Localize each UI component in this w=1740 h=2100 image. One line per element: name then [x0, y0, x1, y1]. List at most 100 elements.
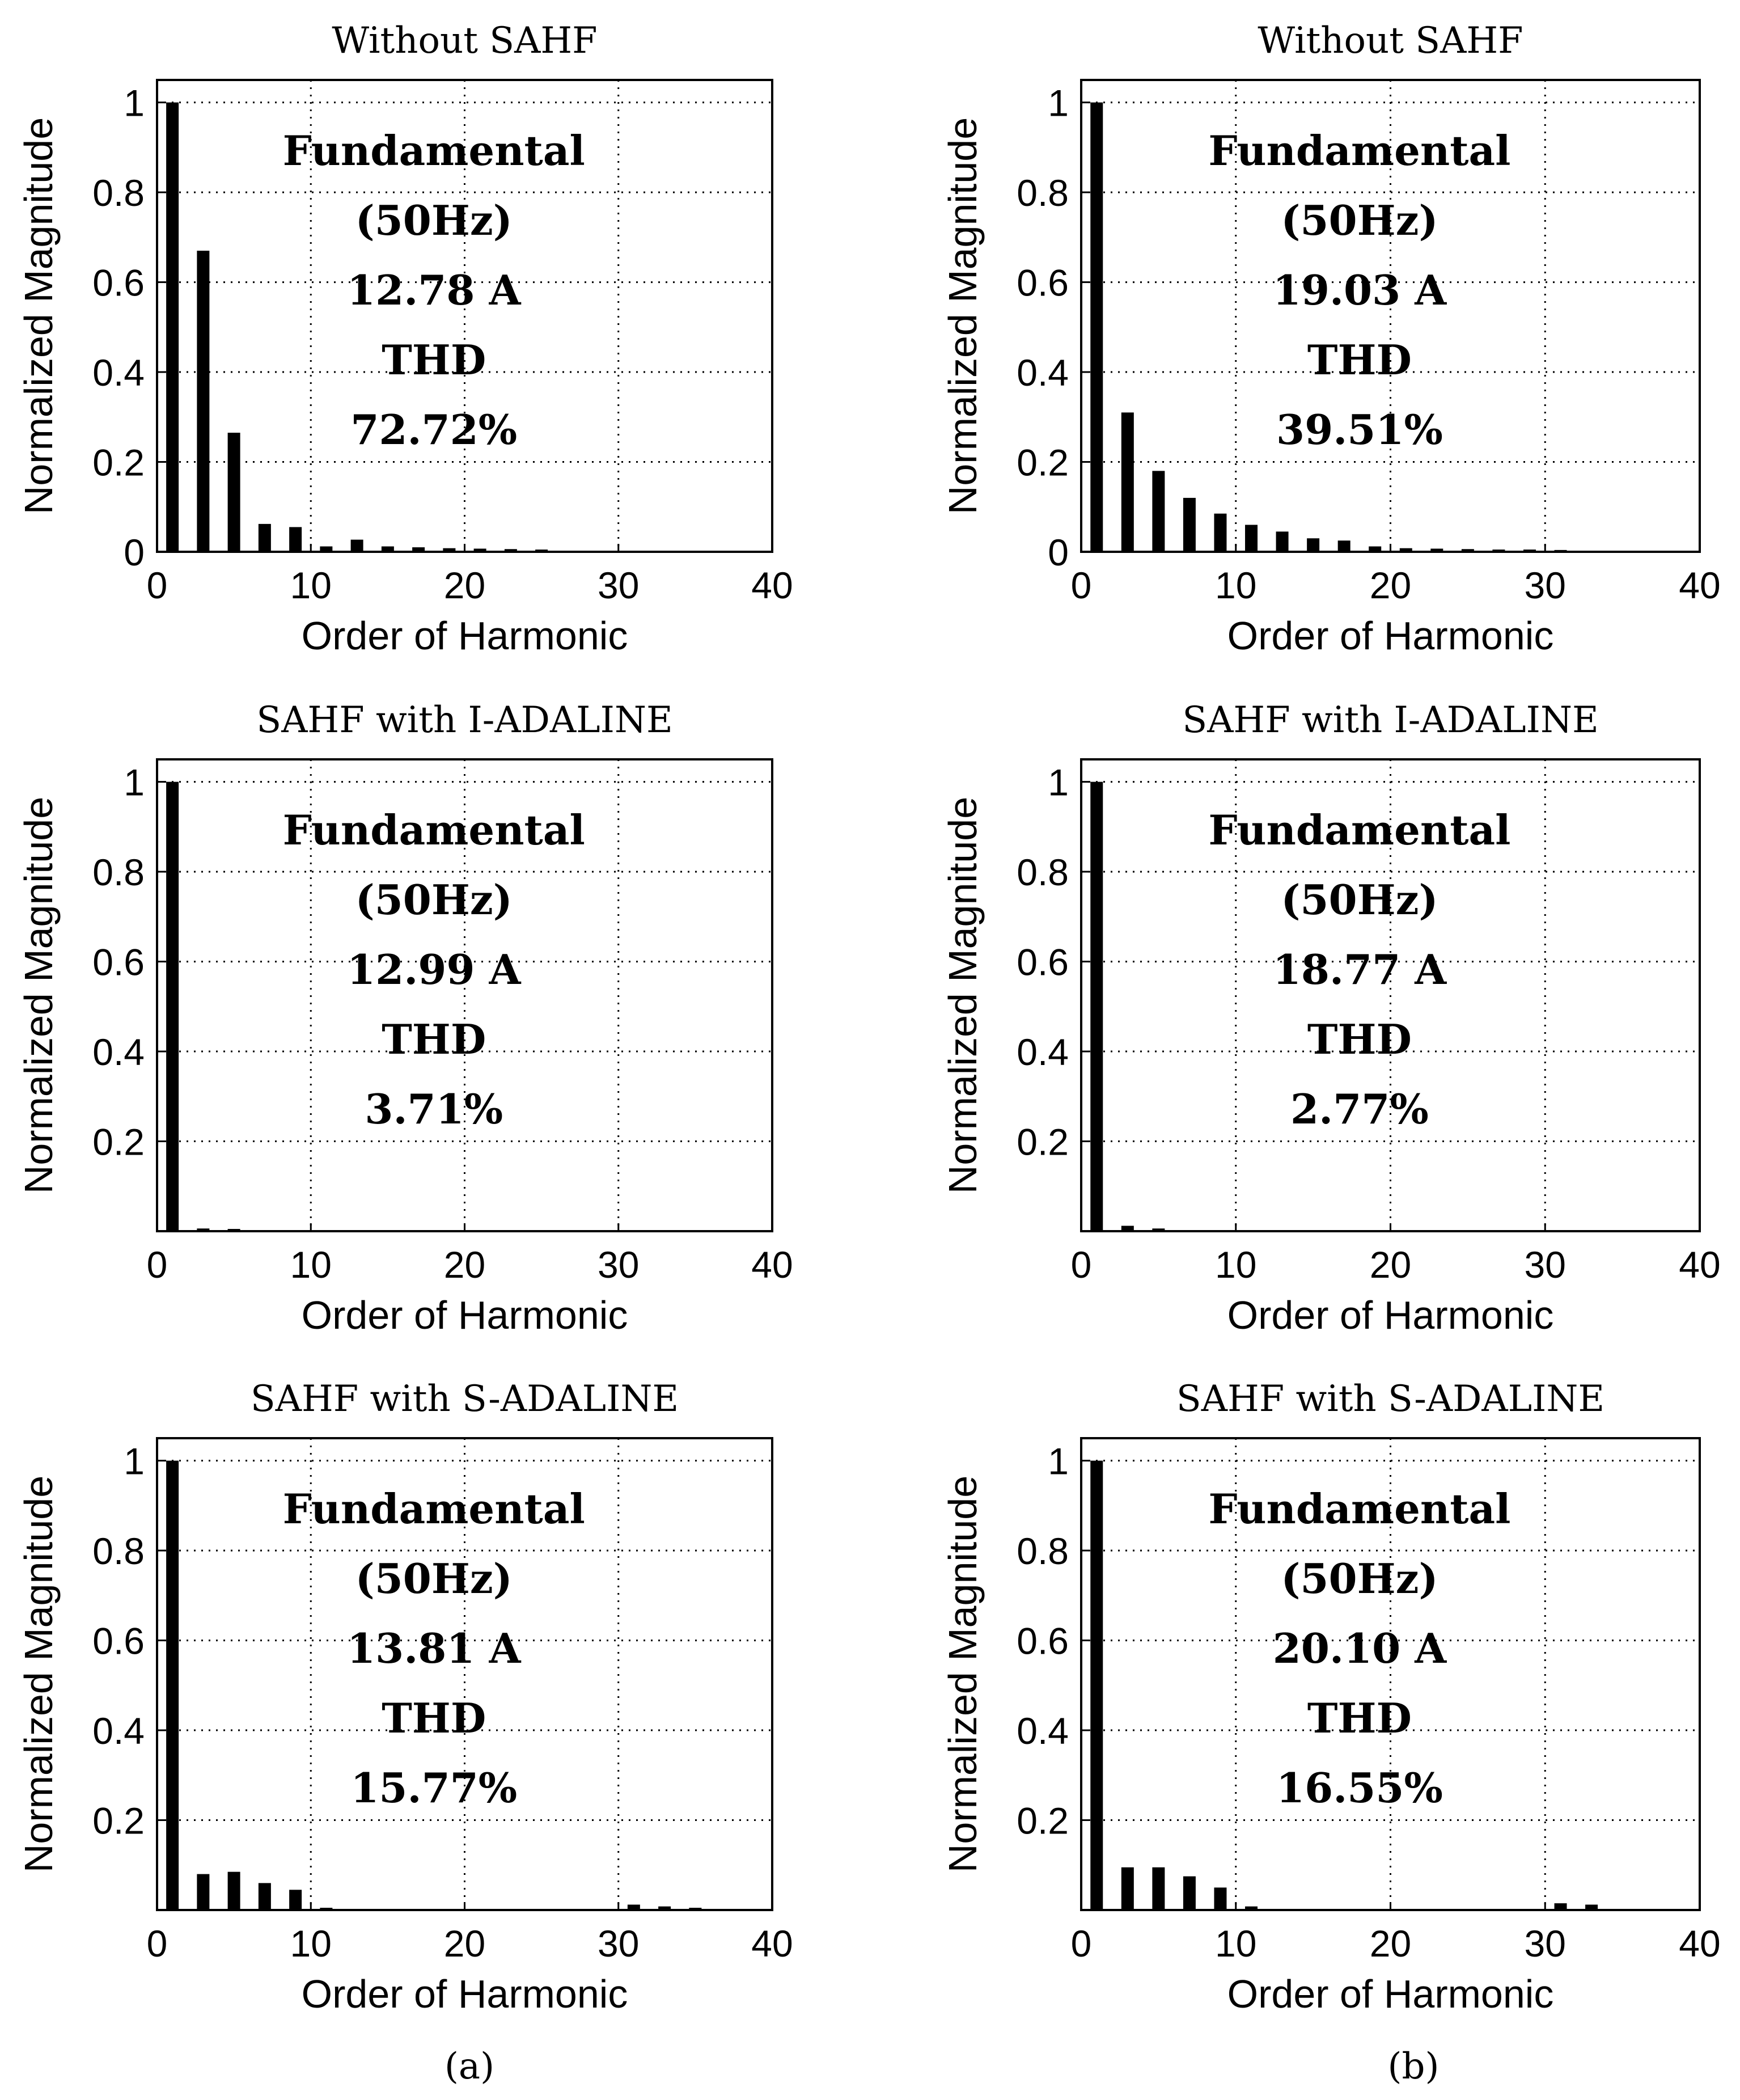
- bar-h3: [1121, 412, 1134, 552]
- bar-h19: [443, 548, 456, 552]
- plot-frame: [1080, 79, 1701, 553]
- chart-title: SAHF with I-ADALINE: [1182, 699, 1598, 741]
- bar-h5: [227, 1871, 240, 1910]
- x-tick-label: 40: [751, 1922, 793, 1964]
- y-tick-label: 1: [1048, 762, 1069, 804]
- x-tick-label: 0: [147, 1244, 168, 1286]
- annotation-line: 20.10 A: [1273, 1624, 1447, 1672]
- chart-title: SAHF with S-ADALINE: [1176, 1378, 1604, 1420]
- annotation-line: 16.55%: [1276, 1764, 1443, 1812]
- bar-h7: [1183, 497, 1196, 552]
- annotation-line: (50Hz): [1281, 1554, 1438, 1603]
- annotation-line: 2.77%: [1290, 1085, 1429, 1133]
- annotation-line: Fundamental: [1208, 806, 1510, 854]
- annotation-line: 3.71%: [365, 1085, 503, 1133]
- x-tick-label: 10: [290, 1922, 332, 1964]
- y-tick-label: 1: [124, 82, 145, 124]
- y-tick-label: 0.8: [92, 1530, 145, 1572]
- x-axis-label: Order of Harmonic: [1227, 1293, 1554, 1337]
- x-axis-label: Order of Harmonic: [1227, 1972, 1554, 2016]
- x-tick-label: 20: [444, 564, 485, 606]
- x-tick-label: 10: [290, 1244, 332, 1286]
- annotation-line: (50Hz): [1281, 876, 1438, 924]
- annotation-line: Fundamental: [283, 1485, 585, 1533]
- annotation-line: THD: [1307, 336, 1412, 384]
- annotation-line: 15.77%: [350, 1764, 517, 1812]
- y-tick-label: 0.6: [1017, 941, 1069, 983]
- y-tick-label: 0.8: [1017, 851, 1069, 893]
- y-axis-label: Normalized Magnitude: [16, 1476, 61, 1873]
- bar-h17: [412, 547, 425, 552]
- chart-b-2: 0 10 20 30 40 0.2 0.4 0.6 0.8 1 SAHF with S-ADALIN…: [941, 1378, 1721, 2016]
- y-tick-label: 0.4: [1017, 1031, 1069, 1073]
- y-tick-label: 0.8: [1017, 172, 1069, 214]
- bar-h23: [504, 549, 517, 552]
- x-tick-label: 10: [1215, 564, 1256, 606]
- annotation-line: Fundamental: [1208, 1485, 1510, 1533]
- plot-frame: [1080, 1437, 1701, 1911]
- bar-h9: [1214, 513, 1227, 552]
- y-tick-label: 0.6: [92, 1620, 145, 1662]
- bar-h31: [1554, 1903, 1567, 1910]
- y-tick-label: 0.4: [92, 352, 145, 394]
- y-tick-label: 0.6: [92, 262, 145, 304]
- chart-b-1: 0 10 20 30 40 0.2 0.4 0.6 0.8 1 SAHF with I-ADALIN…: [941, 699, 1721, 1337]
- bar-h3: [197, 1228, 210, 1231]
- y-axis-label: Normalized Magnitude: [941, 117, 985, 514]
- bar-h15: [381, 546, 394, 552]
- x-tick-label: 20: [1370, 564, 1411, 606]
- bar-h1: [1090, 781, 1103, 1231]
- bar-h3: [197, 251, 210, 552]
- bar-h17: [1337, 540, 1350, 552]
- caption-a: (a): [444, 2046, 494, 2088]
- chart-title: SAHF with S-ADALINE: [251, 1378, 679, 1420]
- x-tick-label: 10: [1215, 1922, 1256, 1964]
- chart-b-0: 0 10 20 30 40 0 0.2 0.4 0.6 0.8 1 Without SAHF Order…: [941, 20, 1721, 658]
- bar-h9: [1214, 1887, 1227, 1910]
- bar-h25: [1461, 549, 1474, 552]
- bar-h31: [627, 1904, 640, 1910]
- plot-frame: [1080, 758, 1701, 1232]
- x-tick-label: 20: [444, 1244, 485, 1286]
- x-tick-label: 20: [444, 1922, 485, 1964]
- x-axis-label: Order of Harmonic: [302, 614, 628, 658]
- plot-frame: [156, 1437, 773, 1911]
- x-tick-label: 10: [1215, 1244, 1256, 1286]
- annotation-line: Fundamental: [283, 126, 585, 175]
- bar-h5: [1152, 1867, 1165, 1910]
- x-tick-label: 10: [290, 564, 332, 606]
- x-axis-label: Order of Harmonic: [302, 1293, 628, 1337]
- x-tick-label: 0: [1071, 1244, 1092, 1286]
- y-axis-label: Normalized Magnitude: [16, 117, 61, 514]
- annotation-line: 18.77 A: [1273, 945, 1447, 994]
- x-tick-label: 40: [1679, 1922, 1720, 1964]
- y-tick-label: 1: [1048, 82, 1069, 124]
- y-tick-label: 1: [124, 1440, 145, 1482]
- x-tick-label: 30: [1525, 564, 1566, 606]
- bar-h19: [1369, 546, 1382, 552]
- annotation-line: 12.78 A: [347, 266, 522, 314]
- x-tick-label: 40: [751, 1244, 793, 1286]
- y-tick-label: 1: [1048, 1440, 1069, 1482]
- x-tick-label: 0: [1071, 564, 1092, 606]
- y-tick-label: 0.6: [92, 941, 145, 983]
- bar-h1: [1090, 1460, 1103, 1910]
- bar-h7: [1183, 1876, 1196, 1910]
- bar-h1: [1090, 102, 1103, 552]
- y-tick-label: 0.4: [92, 1710, 145, 1752]
- y-tick-label: 0.2: [1017, 1800, 1069, 1842]
- plot-frame: [156, 758, 773, 1232]
- x-tick-label: 30: [598, 1922, 639, 1964]
- x-tick-label: 20: [1370, 1922, 1411, 1964]
- caption-b: (b): [1388, 2046, 1440, 2088]
- y-tick-label: 0.8: [92, 172, 145, 214]
- plot-frame: [156, 79, 773, 553]
- chart-a-1: 0 10 20 30 40 0.2 0.4 0.6 0.8 1 SAHF with I-ADALIN…: [16, 699, 793, 1337]
- x-tick-label: 40: [1679, 1244, 1720, 1286]
- x-tick-label: 0: [147, 1922, 168, 1964]
- y-tick-label: 0: [124, 531, 145, 573]
- y-axis-label: Normalized Magnitude: [941, 797, 985, 1194]
- bar-h21: [473, 548, 486, 552]
- bar-h5: [1152, 471, 1165, 552]
